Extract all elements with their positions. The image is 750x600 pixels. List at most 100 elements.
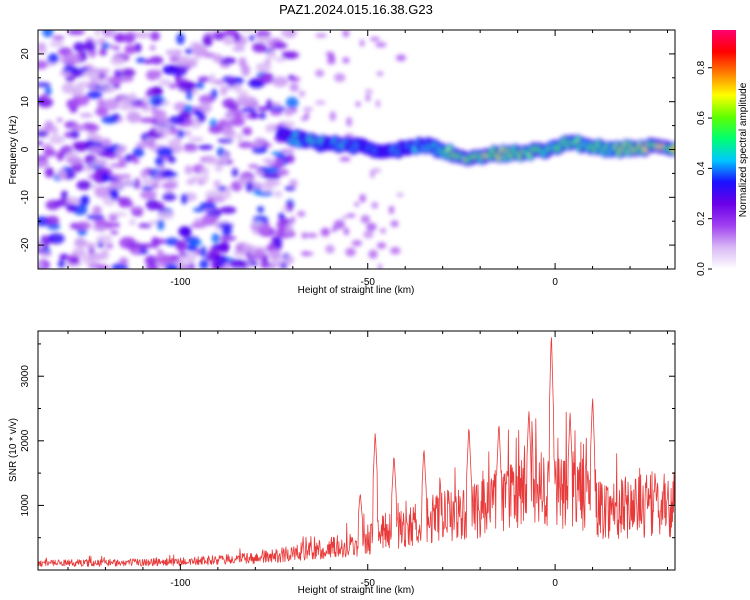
heat-cell [72, 94, 90, 106]
heat-cell [52, 35, 65, 41]
heat-cell [205, 253, 222, 262]
heat-cell [228, 258, 247, 269]
heat-cell [360, 215, 371, 224]
heat-cell [113, 32, 127, 43]
heat-cell [370, 169, 375, 179]
heat-cell [265, 126, 277, 131]
heat-cell [63, 196, 80, 206]
heat-cell [69, 129, 80, 139]
colorbar-tick-label: 0.2 [696, 211, 707, 225]
heat-cell [118, 105, 136, 111]
heat-cell [373, 168, 382, 173]
heat-cell [183, 145, 198, 153]
heat-cell [111, 179, 121, 185]
heat-cell [188, 239, 203, 246]
heat-cell [38, 261, 44, 269]
heat-cell [42, 30, 54, 38]
heat-cell [44, 86, 52, 97]
heat-cell [83, 124, 100, 132]
heat-cell [168, 138, 182, 149]
heat-cell [114, 69, 122, 79]
heat-cell [346, 213, 356, 218]
heat-cell [213, 179, 222, 189]
heat-cell [91, 159, 109, 167]
heat-cell [214, 163, 223, 172]
heat-cell [325, 244, 335, 254]
heat-cell [260, 261, 272, 269]
heat-cell [251, 220, 264, 226]
heat-cell [146, 263, 160, 269]
heat-cell [306, 233, 318, 238]
spectrogram-x-label: Height of straight line (km) [298, 285, 415, 296]
colorbar-label: Normalized spectral amplitude [738, 82, 749, 217]
heat-cell [124, 153, 132, 163]
heat-cell [128, 218, 136, 226]
heat-cell [103, 176, 118, 182]
heat-cell [202, 171, 209, 184]
heat-cell [276, 219, 287, 231]
heat-cell [121, 68, 136, 78]
heat-cell [79, 67, 89, 72]
heat-cell [44, 120, 54, 133]
heat-cell [271, 76, 289, 88]
heat-cell [193, 207, 205, 213]
heat-cell [388, 205, 395, 215]
chart-title: PAZ1.2024.015.16.38.G23 [279, 2, 433, 17]
heat-cell [343, 227, 350, 236]
heat-cell [289, 179, 298, 188]
heat-cell [135, 243, 154, 249]
heat-cell [321, 229, 331, 234]
heat-cell [111, 113, 121, 120]
heat-cell [289, 83, 299, 92]
heat-cell [257, 106, 271, 111]
heat-cell [183, 57, 200, 62]
heat-cell [257, 191, 274, 197]
heat-cell [253, 171, 264, 176]
heat-cell [102, 42, 110, 50]
spectrogram-y-tick-label: 0 [20, 146, 31, 152]
heat-cell [315, 33, 328, 38]
snr-ticks: -100 -50 0 1000 2000 3000 [20, 331, 675, 589]
heat-cell [56, 151, 65, 161]
heat-cell [345, 247, 356, 257]
heat-cell [111, 212, 128, 217]
heat-cell [45, 199, 61, 211]
heat-cell [63, 132, 73, 138]
heat-cell [59, 253, 69, 261]
heat-cell [371, 201, 379, 209]
heat-cell [156, 249, 164, 255]
colorbar-tick-label: 0.4 [696, 161, 707, 175]
heat-cell [38, 241, 44, 250]
heat-cell [39, 251, 52, 257]
colorbar-tick-label: 0.0 [696, 262, 707, 276]
heat-cell [109, 188, 119, 201]
heat-cell [290, 231, 296, 238]
heat-cell [177, 129, 185, 139]
heat-cell [213, 31, 226, 41]
heat-cell [138, 223, 152, 229]
heat-cell [73, 42, 85, 52]
heat-cell [113, 222, 120, 228]
heat-cell [273, 236, 283, 249]
heat-cell [88, 145, 104, 155]
heat-cell [68, 258, 81, 265]
heat-cell [257, 223, 270, 234]
spectrogram-x-tick-label: -50 [361, 277, 376, 288]
heat-cell [150, 236, 160, 249]
heat-cell [132, 103, 149, 109]
heat-cell [285, 154, 295, 164]
heat-cell [223, 37, 234, 46]
heat-cell [212, 53, 224, 63]
heat-cell [71, 124, 88, 132]
heat-cell [87, 68, 100, 80]
heat-cell [185, 178, 196, 185]
heat-cell [120, 75, 134, 83]
heat-cell [266, 99, 273, 110]
heat-cell [61, 82, 76, 94]
heat-cell [165, 237, 180, 246]
heat-cell [268, 249, 282, 260]
heat-cell [154, 253, 172, 264]
heat-cell [268, 105, 286, 112]
heat-cell [158, 78, 172, 87]
